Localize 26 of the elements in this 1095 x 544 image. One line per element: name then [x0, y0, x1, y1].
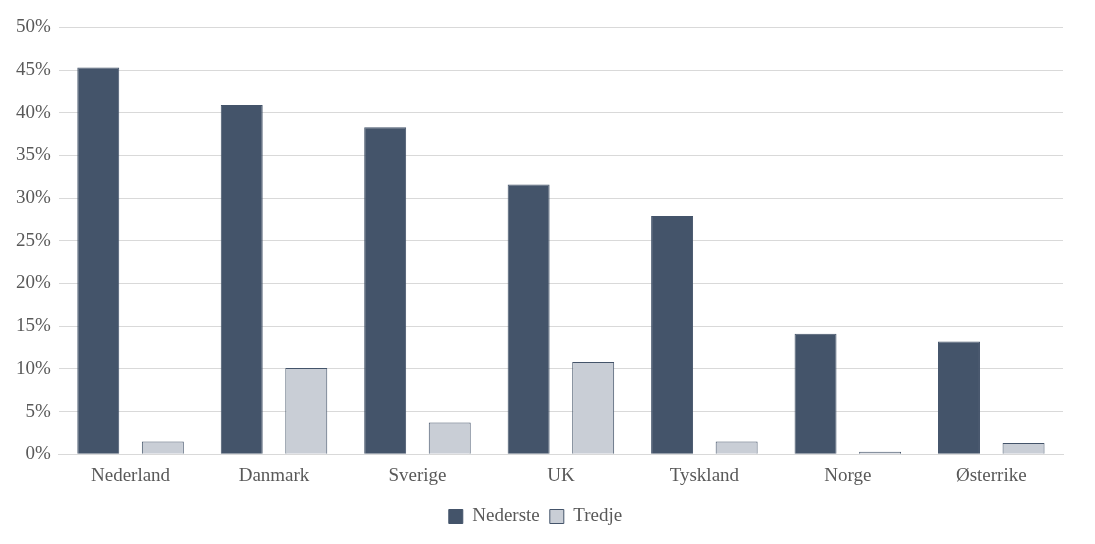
bar	[77, 67, 120, 454]
bar	[507, 184, 550, 454]
x-tick-label: Danmark	[238, 463, 310, 485]
y-tick-label: 50%	[16, 15, 51, 37]
y-tick-label: 35%	[16, 143, 51, 165]
y-tick-label: 45%	[16, 58, 51, 80]
x-tick-label: Nederland	[90, 463, 171, 485]
bar	[651, 216, 694, 454]
y-tick-label: 25%	[16, 228, 51, 250]
legend-label: Nederste	[472, 504, 540, 526]
x-tick-label: UK	[547, 463, 575, 485]
y-tick-label: 40%	[16, 100, 51, 122]
x-tick-label: Sverige	[388, 463, 447, 485]
y-tick-label: 0%	[25, 442, 51, 464]
x-tick-label: Tyskland	[669, 463, 740, 485]
bar	[220, 105, 263, 454]
y-tick-label: 10%	[16, 356, 51, 378]
y-tick-label: 15%	[16, 314, 51, 336]
bar	[938, 341, 980, 454]
x-tick-label: Østerrike	[955, 463, 1027, 485]
legend-label: Tredje	[573, 504, 623, 526]
y-tick-label: 5%	[25, 399, 51, 421]
y-tick-label: 20%	[16, 271, 51, 293]
y-tick-label: 30%	[16, 186, 51, 208]
bar	[794, 333, 837, 454]
x-tick-label: Norge	[824, 463, 872, 485]
